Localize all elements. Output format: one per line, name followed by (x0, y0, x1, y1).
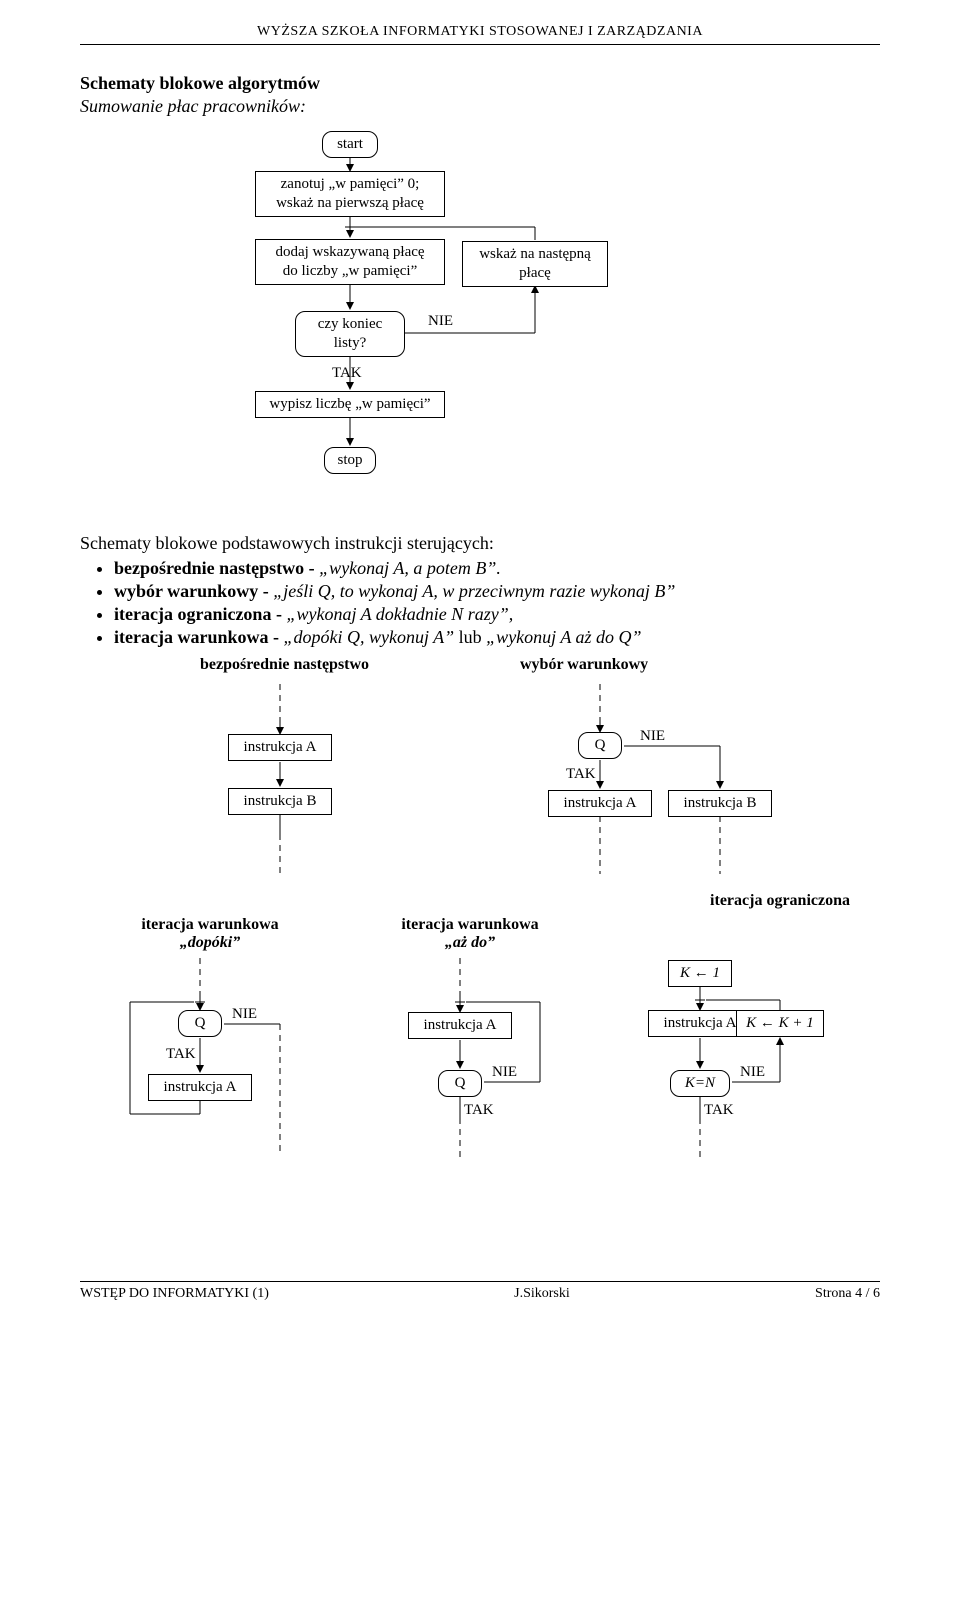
node-print: wypisz liczbę „w pamięci” (255, 391, 445, 418)
node-add: dodaj wskazywaną płacę do liczby „w pami… (255, 239, 445, 285)
page-header: WYŻSZA SZKOŁA INFORMATYKI STOSOWANEJ I Z… (80, 24, 880, 45)
choice-q: Q (578, 732, 622, 759)
diagrams-row-2: Q NIE TAK instrukcja A instrukcja A Q NI… (80, 952, 880, 1192)
while-tak: TAK (166, 1046, 196, 1063)
title-while-sub: „dopóki” (80, 934, 340, 952)
title-while: iteracja warunkowa (80, 916, 340, 934)
title-until: iteracja warunkowa (340, 916, 600, 934)
label-tak: TAK (332, 365, 362, 382)
until-instr-a: instrukcja A (408, 1012, 512, 1039)
until-q: Q (438, 1070, 482, 1097)
list-item: wybór warunkowy - „jeśli Q, to wykonaj A… (114, 581, 880, 602)
choice-instr-b: instrukcja B (668, 790, 772, 817)
while-nie: NIE (232, 1006, 257, 1023)
section-subtitle: Sumowanie płac pracowników: (80, 96, 880, 117)
subhead-choice: wybór warunkowy (400, 656, 760, 674)
page-footer: WSTĘP DO INFORMATYKI (1) J.Sikorski Stro… (80, 1281, 880, 1302)
bounded-k1: K ← 1 (668, 960, 732, 987)
seq-instr-b: instrukcja B (228, 788, 332, 815)
bounded-nie: NIE (740, 1064, 765, 1081)
while-instr-a: instrukcja A (148, 1074, 252, 1101)
mid-paragraph: Schematy blokowe podstawowych instrukcji… (80, 533, 880, 554)
subhead-sequence: bezpośrednie następstwo (80, 656, 400, 674)
footer-left: WSTĘP DO INFORMATYKI (1) (80, 1286, 269, 1302)
seq-instr-a: instrukcja A (228, 734, 332, 761)
node-cond: czy koniec listy? (295, 311, 405, 357)
choice-nie: NIE (640, 728, 665, 745)
choice-tak: TAK (566, 766, 596, 783)
footer-mid: J.Sikorski (514, 1286, 570, 1302)
flowchart-main: start zanotuj „w pamięci” 0; wskaż na pi… (200, 127, 720, 527)
bounded-cond: K=N (670, 1070, 730, 1097)
title-bounded: iteracja ograniczona (80, 892, 880, 910)
until-nie: NIE (492, 1064, 517, 1081)
label-nie: NIE (428, 313, 453, 330)
node-stop: stop (324, 447, 376, 474)
node-init: zanotuj „w pamięci” 0; wskaż na pierwszą… (255, 171, 445, 217)
list-item: iteracja ograniczona - „wykonaj A dokład… (114, 604, 880, 625)
bullet-list: bezpośrednie następstwo - „wykonaj A, a … (80, 558, 880, 648)
subheads-row: bezpośrednie następstwo wybór warunkowy (80, 656, 880, 674)
bounded-kinc: K ← K + 1 (736, 1010, 824, 1037)
footer-right: Strona 4 / 6 (815, 1286, 880, 1302)
title-until-sub: „aż do” (340, 934, 600, 952)
list-item: iteracja warunkowa - „dopóki Q, wykonuj … (114, 627, 880, 648)
choice-instr-a: instrukcja A (548, 790, 652, 817)
diagrams-row-1: instrukcja A instrukcja B Q NIE TAK inst… (100, 674, 860, 884)
node-next: wskaż na następną płacę (462, 241, 608, 287)
section-title: Schematy blokowe algorytmów (80, 73, 880, 94)
until-tak: TAK (464, 1102, 494, 1119)
while-q: Q (178, 1010, 222, 1037)
bottom-titles-row: iteracja warunkowa „dopóki” iteracja war… (80, 916, 880, 952)
bounded-tak: TAK (704, 1102, 734, 1119)
list-item: bezpośrednie następstwo - „wykonaj A, a … (114, 558, 880, 579)
node-start: start (322, 131, 378, 158)
